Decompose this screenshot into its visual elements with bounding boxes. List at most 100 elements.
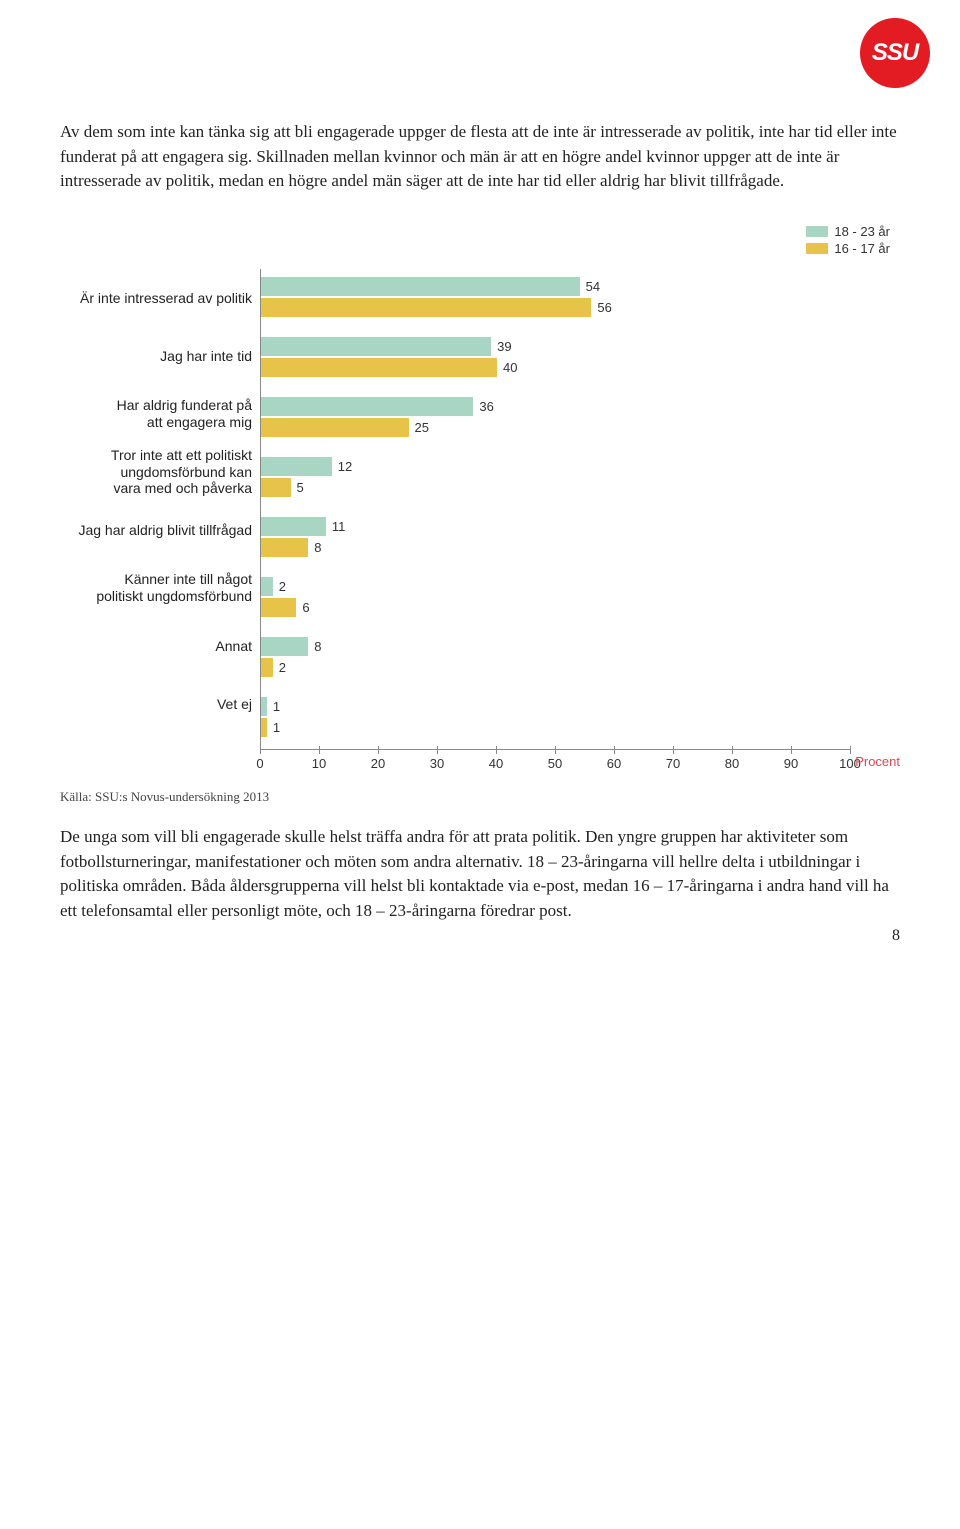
chart-source: Källa: SSU:s Novus-undersökning 2013 <box>60 789 900 805</box>
bar-value-label: 56 <box>597 300 611 315</box>
bar-value-label: 6 <box>302 600 309 615</box>
x-tick <box>850 746 851 754</box>
bar-value-label: 39 <box>497 339 511 354</box>
bar <box>261 598 296 617</box>
bar-group: 26 <box>261 569 900 627</box>
bar-row: 1 <box>261 697 900 717</box>
bar-row: 2 <box>261 577 900 597</box>
bar-value-label: 12 <box>338 459 352 474</box>
x-tick <box>673 746 674 754</box>
bar-value-label: 2 <box>279 660 286 675</box>
bar <box>261 577 273 596</box>
x-tick <box>437 746 438 754</box>
bar-group: 11 8 <box>261 509 900 567</box>
bar-row: 12 <box>261 457 900 477</box>
bar <box>261 718 267 737</box>
legend-label: 18 - 23 år <box>834 224 890 239</box>
ssu-logo: SSU <box>860 18 930 88</box>
x-tick-label: 30 <box>430 756 444 771</box>
bar-row: 56 <box>261 298 900 318</box>
bar-row: 2 <box>261 658 900 678</box>
bar-group: 3940 <box>261 329 900 387</box>
x-tick <box>732 746 733 754</box>
category-label: Vet ej <box>60 675 252 733</box>
bar-value-label: 2 <box>279 579 286 594</box>
category-label: Har aldrig funderat påatt engagera mig <box>60 385 252 443</box>
bar-value-label: 25 <box>415 420 429 435</box>
bar-group: 82 <box>261 629 900 687</box>
x-tick <box>496 746 497 754</box>
x-tick <box>791 746 792 754</box>
bar-value-label: 8 <box>314 639 321 654</box>
bar-row: 36 <box>261 397 900 417</box>
legend-swatch <box>806 243 828 254</box>
bar-value-label: 8 <box>314 540 321 555</box>
bar-row: 8 <box>261 637 900 657</box>
bar-row: 54 <box>261 277 900 297</box>
bar-value-label: 1 <box>273 699 280 714</box>
x-tick <box>614 746 615 754</box>
x-tick-label: 70 <box>666 756 680 771</box>
x-tick-label: 10 <box>312 756 326 771</box>
x-tick-label: 80 <box>725 756 739 771</box>
bar-row: 25 <box>261 418 900 438</box>
x-tick-label: 90 <box>784 756 798 771</box>
x-tick <box>378 746 379 754</box>
x-tick-label: 40 <box>489 756 503 771</box>
chart-y-labels: Är inte intresserad av politikJag har in… <box>60 269 260 749</box>
bar <box>261 637 308 656</box>
bar <box>261 478 291 497</box>
engagement-barriers-chart: 18 - 23 år16 - 17 år Är inte intresserad… <box>60 234 900 779</box>
bar <box>261 697 267 716</box>
category-label: Jag har inte tid <box>60 327 252 385</box>
chart-x-axis: 0102030405060708090100Procent <box>260 749 850 779</box>
bar <box>261 298 591 317</box>
bar-value-label: 11 <box>332 519 346 534</box>
bar-group: 12 5 <box>261 449 900 507</box>
x-axis-title: Procent <box>855 754 900 769</box>
bar <box>261 397 473 416</box>
bar-row: 39 <box>261 337 900 357</box>
bar <box>261 337 491 356</box>
bar-group: 5456 <box>261 269 900 327</box>
category-label: Känner inte till någotpolitiskt ungdomsf… <box>60 559 252 617</box>
bar-value-label: 40 <box>503 360 517 375</box>
bar-row: 5 <box>261 478 900 498</box>
legend-swatch <box>806 226 828 237</box>
x-tick <box>555 746 556 754</box>
bar-value-label: 36 <box>479 399 493 414</box>
bar-group: 36 25 <box>261 389 900 447</box>
x-tick <box>260 746 261 754</box>
bar <box>261 457 332 476</box>
bar <box>261 277 580 296</box>
category-label: Annat <box>60 617 252 675</box>
bar <box>261 517 326 536</box>
x-tick-label: 60 <box>607 756 621 771</box>
bar-value-label: 54 <box>586 279 600 294</box>
bar <box>261 418 409 437</box>
bar <box>261 358 497 377</box>
bar-row: 1 <box>261 718 900 738</box>
bar <box>261 658 273 677</box>
x-tick-label: 0 <box>256 756 263 771</box>
bar-row: 8 <box>261 538 900 558</box>
category-label: Tror inte att ett politisktungdomsförbun… <box>60 443 252 501</box>
chart-legend: 18 - 23 år 16 - 17 år <box>806 224 890 258</box>
legend-item: 18 - 23 år <box>806 224 890 239</box>
x-tick-label: 50 <box>548 756 562 771</box>
bar-row: 6 <box>261 598 900 618</box>
paragraph-2: De unga som vill bli engagerade skulle h… <box>60 825 900 924</box>
bar-value-label: 1 <box>273 720 280 735</box>
x-tick <box>319 746 320 754</box>
logo-text: SSU <box>872 39 918 67</box>
bar <box>261 538 308 557</box>
paragraph-1: Av dem som inte kan tänka sig att bli en… <box>60 120 900 194</box>
legend-item: 16 - 17 år <box>806 241 890 256</box>
x-tick-label: 20 <box>371 756 385 771</box>
legend-label: 16 - 17 år <box>834 241 890 256</box>
chart-plot-area: 545639403625125118268211 <box>260 269 900 749</box>
bar-value-label: 5 <box>297 480 304 495</box>
bar-group: 11 <box>261 689 900 747</box>
bar-row: 11 <box>261 517 900 537</box>
bar-row: 40 <box>261 358 900 378</box>
